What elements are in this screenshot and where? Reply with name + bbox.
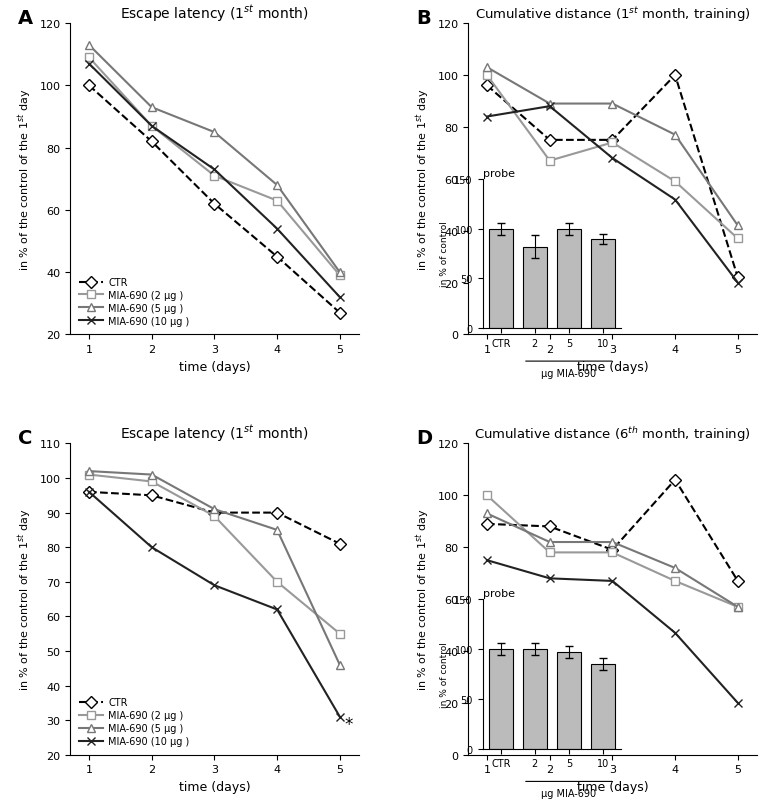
Legend: CTR, MIA-690 (2 μg ), MIA-690 (5 μg ), MIA-690 (10 μg ): CTR, MIA-690 (2 μg ), MIA-690 (5 μg ), M… (75, 694, 193, 750)
Title: Escape latency (1$^{st}$ month): Escape latency (1$^{st}$ month) (120, 423, 309, 444)
Y-axis label: in % of the control of the 1$^{st}$ day: in % of the control of the 1$^{st}$ day (414, 508, 432, 691)
Text: C: C (18, 428, 33, 447)
Text: A: A (18, 9, 34, 27)
Title: Escape latency (1$^{st}$ month): Escape latency (1$^{st}$ month) (120, 3, 309, 24)
Y-axis label: in % of the control of the 1$^{st}$ day: in % of the control of the 1$^{st}$ day (414, 88, 432, 271)
X-axis label: time (days): time (days) (576, 780, 648, 793)
Text: *: * (345, 715, 353, 732)
Text: D: D (417, 428, 432, 447)
Y-axis label: in % of the control of the 1$^{st}$ day: in % of the control of the 1$^{st}$ day (16, 508, 34, 691)
X-axis label: time (days): time (days) (179, 780, 250, 793)
Text: B: B (417, 9, 431, 27)
Y-axis label: in % of the control of the 1$^{st}$ day: in % of the control of the 1$^{st}$ day (16, 88, 34, 271)
X-axis label: time (days): time (days) (576, 361, 648, 373)
Title: Cumulative distance (6$^{th}$ month, training): Cumulative distance (6$^{th}$ month, tra… (474, 425, 751, 443)
Legend: CTR, MIA-690 (2 μg ), MIA-690 (5 μg ), MIA-690 (10 μg ): CTR, MIA-690 (2 μg ), MIA-690 (5 μg ), M… (75, 274, 193, 330)
X-axis label: time (days): time (days) (179, 361, 250, 373)
Title: Cumulative distance (1$^{st}$ month, training): Cumulative distance (1$^{st}$ month, tra… (474, 5, 750, 24)
